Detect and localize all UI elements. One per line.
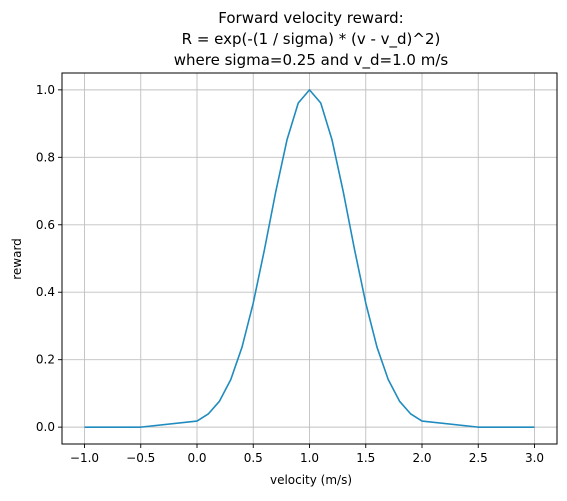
- y-tick-label: 0.2: [36, 353, 55, 367]
- chart-title-line-1: Forward velocity reward:: [218, 9, 404, 27]
- x-tick-label: 0.5: [244, 451, 263, 465]
- tick-layer: −1.0 −0.5 0.0 0.5 1.0 1.5 2.0 2.5 3.0 0.0 0.2 0.4 0.…: [36, 83, 544, 465]
- x-tick-label: 1.0: [300, 451, 319, 465]
- chart-title-line-2: R = exp(-(1 / sigma) * (v - v_d)^2): [182, 30, 441, 49]
- x-tick-label: 0.0: [187, 451, 206, 465]
- x-axis-label: velocity (m/s): [270, 473, 352, 487]
- grid-layer: [62, 73, 557, 444]
- x-tick-label: −1.0: [70, 451, 99, 465]
- y-tick-label: 0.8: [36, 150, 55, 164]
- x-tick-label: 2.0: [412, 451, 431, 465]
- x-tick-label: 3.0: [525, 451, 544, 465]
- x-tick-label: −0.5: [126, 451, 155, 465]
- y-tick-label: 0.0: [36, 420, 55, 434]
- x-tick-label: 1.5: [356, 451, 375, 465]
- y-axis-label: reward: [10, 238, 24, 280]
- y-tick-label: 1.0: [36, 83, 55, 97]
- series-line-1: [84, 89, 535, 428]
- x-tick-label: 2.5: [469, 451, 488, 465]
- y-tick-label: 0.4: [36, 285, 55, 299]
- series-layer: [84, 89, 535, 428]
- chart-title-line-3: where sigma=0.25 and v_d=1.0 m/s: [174, 51, 449, 70]
- y-tick-label: 0.6: [36, 218, 55, 232]
